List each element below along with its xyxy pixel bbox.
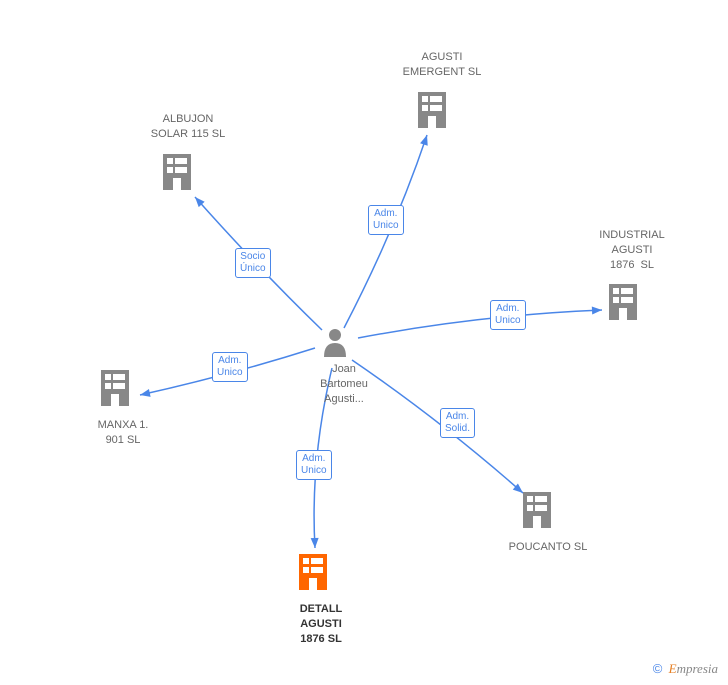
watermark-e: E bbox=[669, 661, 677, 676]
node-manxa[interactable] bbox=[101, 370, 129, 406]
node-albujon[interactable] bbox=[163, 154, 191, 190]
watermark-rest: mpresia bbox=[677, 661, 718, 676]
copyright-symbol: © bbox=[653, 661, 663, 676]
arrowhead-manxa bbox=[139, 389, 150, 399]
node-label-industrial_agusti: INDUSTRIAL AGUSTI 1876 SL bbox=[582, 228, 682, 273]
edge-label-poucanto: Adm. Solid. bbox=[440, 408, 475, 438]
edge-label-albujon: Socio Único bbox=[235, 248, 271, 278]
node-label-manxa: MANXA 1. 901 SL bbox=[78, 418, 168, 448]
center-node-label: Joan Bartomeu Agusti... bbox=[314, 362, 374, 407]
building-icon bbox=[163, 154, 191, 190]
edge-label-industrial_agusti: Adm. Unico bbox=[490, 300, 526, 330]
node-label-poucanto: POUCANTO SL bbox=[498, 540, 598, 555]
edge-label-detall_agusti: Adm. Unico bbox=[296, 450, 332, 480]
building-icon bbox=[523, 492, 551, 528]
building-icon bbox=[299, 554, 327, 590]
network-diagram bbox=[0, 0, 728, 685]
node-label-albujon: ALBUJON SOLAR 115 SL bbox=[138, 112, 238, 142]
watermark: © Empresia bbox=[653, 661, 718, 677]
building-icon bbox=[418, 92, 446, 128]
building-icon bbox=[609, 284, 637, 320]
edge-poucanto bbox=[352, 360, 523, 493]
node-detall_agusti[interactable] bbox=[299, 554, 327, 590]
edge-label-agusti_emergent: Adm. Unico bbox=[368, 205, 404, 235]
person-icon bbox=[324, 329, 346, 357]
edge-label-manxa: Adm. Unico bbox=[212, 352, 248, 382]
building-icon bbox=[101, 370, 129, 406]
center-person-node[interactable] bbox=[324, 329, 346, 357]
node-label-agusti_emergent: AGUSTI EMERGENT SL bbox=[392, 50, 492, 80]
node-industrial_agusti[interactable] bbox=[609, 284, 637, 320]
arrowhead-industrial_agusti bbox=[592, 306, 602, 315]
arrowhead-agusti_emergent bbox=[420, 134, 431, 146]
edge-industrial_agusti bbox=[358, 310, 602, 338]
node-agusti_emergent[interactable] bbox=[418, 92, 446, 128]
node-poucanto[interactable] bbox=[523, 492, 551, 528]
node-label-detall_agusti: DETALL AGUSTI 1876 SL bbox=[276, 602, 366, 647]
arrowhead-detall_agusti bbox=[311, 538, 319, 548]
